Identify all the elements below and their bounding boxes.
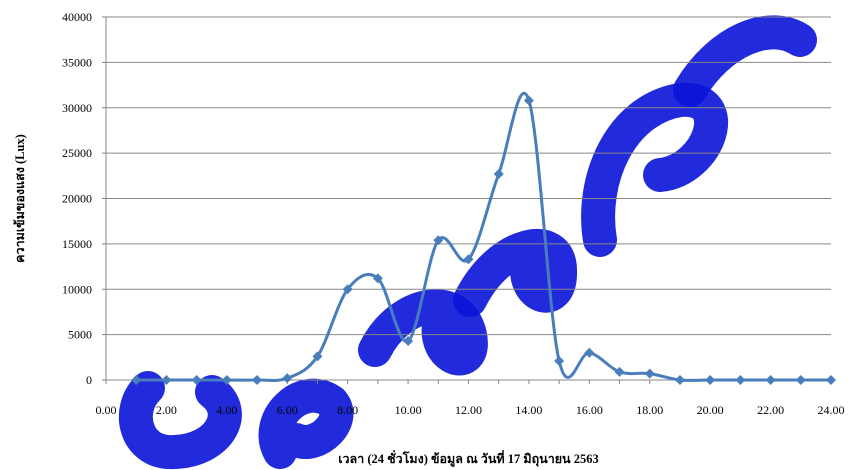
- data-point-marker: [735, 375, 746, 385]
- data-point-marker: [493, 168, 504, 179]
- series-light-intensity: [131, 91, 836, 385]
- data-point-marker: [221, 375, 232, 385]
- data-point-marker: [433, 235, 444, 246]
- y-tick-label: 25000: [62, 146, 92, 160]
- data-point-marker: [705, 375, 716, 385]
- y-axis-title: ความเข้มของแสง (Lux): [13, 134, 27, 263]
- data-point-marker: [463, 254, 474, 265]
- data-point-marker: [826, 375, 836, 385]
- y-tick-label: 35000: [62, 55, 92, 69]
- x-tick-label: 24.00: [818, 403, 845, 417]
- gridlines: [106, 16, 831, 336]
- y-tick-label: 15000: [62, 237, 92, 251]
- data-point-marker: [614, 366, 625, 377]
- x-tick-label: 22.00: [757, 403, 784, 417]
- data-point-marker: [523, 95, 534, 106]
- data-point-marker: [131, 375, 142, 385]
- y-tick-label: 40000: [62, 10, 92, 24]
- data-point-marker: [554, 355, 565, 366]
- watermark-stroke: [673, 15, 817, 107]
- x-tick-label: 10.00: [395, 403, 422, 417]
- x-tick-labels: 0.00 2.00 4.00 6.00 8.00 10.00 12.00 14.00 16.00…: [96, 403, 845, 417]
- x-tick-label: 16.00: [576, 403, 603, 417]
- y-tick-label: 20000: [62, 192, 92, 206]
- data-point-marker: [403, 335, 414, 346]
- x-tick-label: 18.00: [636, 403, 663, 417]
- x-tick-label: 8.00: [337, 403, 358, 417]
- data-point-marker: [795, 375, 806, 385]
- x-tick-label: 20.00: [697, 403, 724, 417]
- watermark-stroke: [118, 371, 242, 469]
- data-point-marker: [765, 375, 776, 385]
- data-point-marker: [252, 375, 263, 385]
- watermark-stroke: [453, 229, 577, 317]
- x-tick-label: 0.00: [96, 403, 117, 417]
- x-tick-label: 6.00: [277, 403, 298, 417]
- watermark-stroke: [258, 378, 354, 469]
- data-point-marker: [644, 368, 655, 379]
- x-tick-label: 14.00: [515, 403, 542, 417]
- data-point-marker: [372, 273, 383, 284]
- watermark-stroke: [358, 289, 488, 376]
- x-tick-label: 2.00: [156, 403, 177, 417]
- watermark: [118, 15, 817, 469]
- data-point-marker: [584, 347, 595, 358]
- data-point-marker: [191, 375, 202, 385]
- data-point-marker: [312, 351, 323, 362]
- data-point-marker: [161, 375, 172, 385]
- y-tick-labels: 0 5000 10000 15000 20000 25000 30000 35000 40000: [62, 10, 92, 387]
- x-axis-title: เวลา (24 ชั่วโมง) ข้อมูล ณ วันที่ 17 มิถ…: [338, 450, 598, 467]
- y-tick-label: 30000: [62, 101, 92, 115]
- series-line: [136, 91, 831, 382]
- y-tick-label: 10000: [62, 282, 92, 296]
- y-tick-label: 0: [86, 373, 92, 387]
- y-tick-label: 5000: [68, 328, 92, 342]
- data-point-marker: [282, 373, 293, 384]
- data-point-marker: [674, 375, 685, 385]
- x-tick-label: 4.00: [216, 403, 237, 417]
- watermark-stroke: [581, 82, 728, 257]
- x-tick-label: 12.00: [455, 403, 482, 417]
- data-point-marker: [342, 284, 353, 295]
